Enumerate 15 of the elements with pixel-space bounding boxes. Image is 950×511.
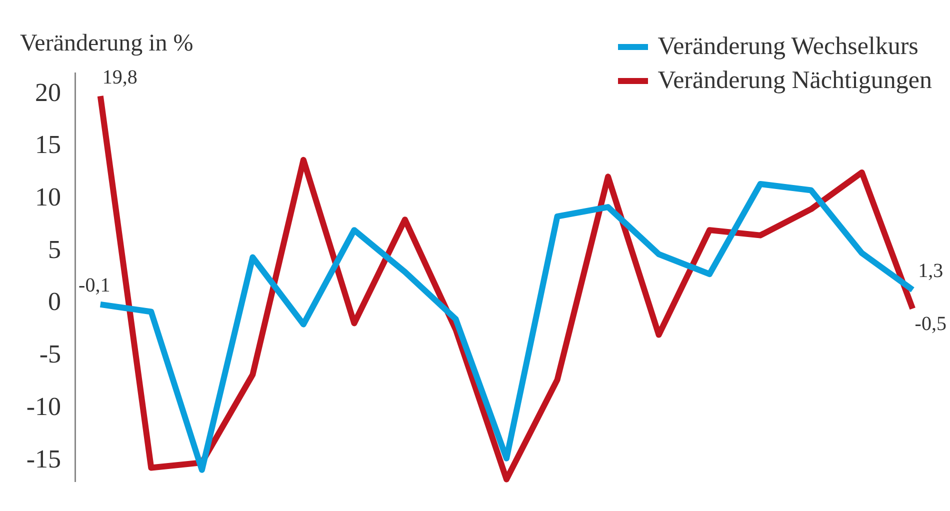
- legend-label: Veränderung Nächtigungen: [658, 66, 932, 96]
- y-tick-label: 10: [35, 182, 61, 212]
- y-tick-label: 15: [35, 130, 61, 160]
- y-tick-label: 20: [35, 78, 61, 107]
- data-label: -0,1: [78, 274, 110, 297]
- y-tick-label: -10: [26, 392, 61, 421]
- legend-label: Veränderung Wechselkurs: [658, 32, 918, 62]
- y-axis-title: Veränderung in %: [20, 30, 194, 56]
- data-label: 19,8: [102, 66, 138, 88]
- data-label: 1,3: [918, 260, 944, 282]
- y-tick-label: -15: [26, 444, 61, 474]
- y-tick-label: -5: [39, 340, 61, 369]
- y-tick-label: 0: [48, 287, 61, 316]
- data-label: -0,5: [914, 312, 946, 335]
- y-tick-label: 5: [48, 234, 61, 264]
